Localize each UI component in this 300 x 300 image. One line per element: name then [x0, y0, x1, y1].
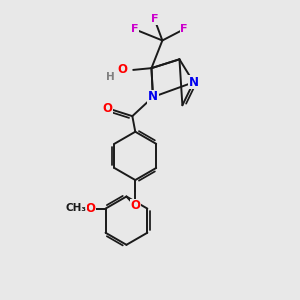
Text: O: O — [130, 200, 140, 212]
Text: O: O — [85, 202, 95, 215]
Text: N: N — [148, 91, 158, 103]
Text: O: O — [102, 102, 112, 115]
Text: N: N — [189, 76, 199, 89]
Text: F: F — [131, 24, 138, 34]
Text: CH₃: CH₃ — [65, 203, 86, 213]
Text: F: F — [180, 24, 188, 34]
Text: O: O — [117, 63, 127, 76]
Text: F: F — [151, 14, 158, 24]
Text: H: H — [106, 72, 115, 82]
